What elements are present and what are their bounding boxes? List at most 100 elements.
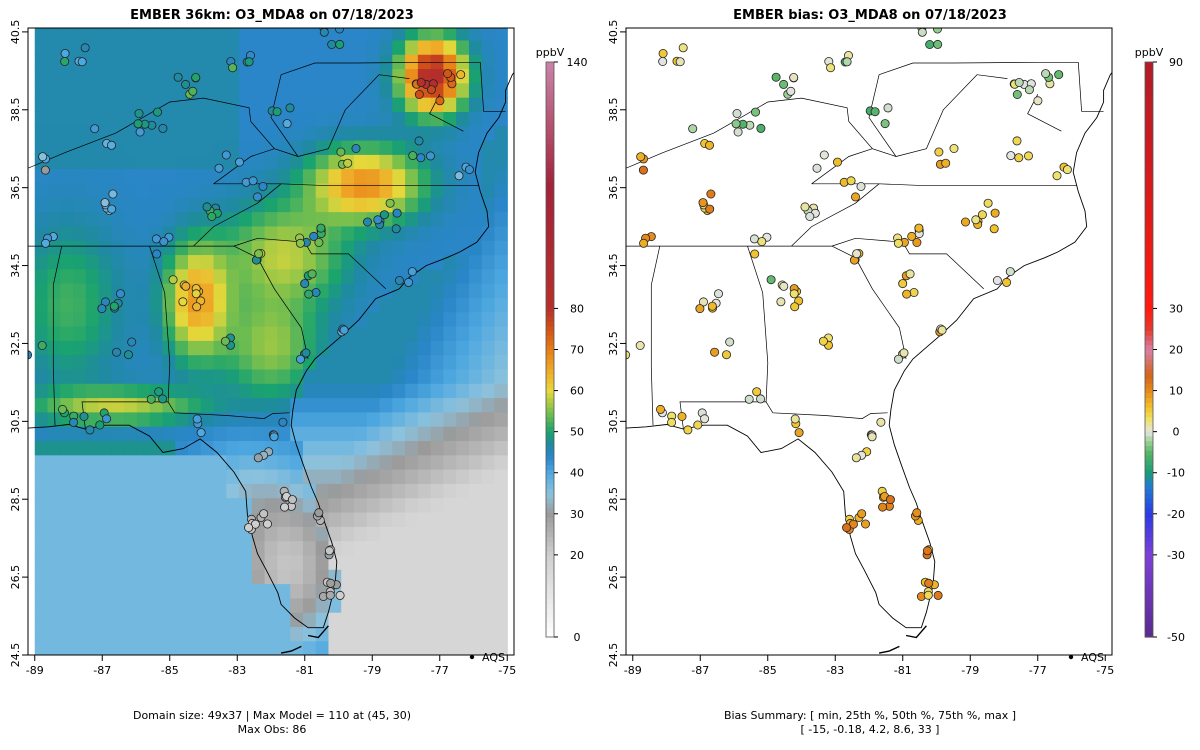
grid-cell: [392, 340, 406, 356]
colorbar-segment: [546, 71, 554, 77]
colorbar-segment: [1145, 268, 1153, 274]
grid-cell: [443, 325, 457, 341]
grid-cell: [354, 440, 368, 456]
grid-cell: [430, 297, 444, 313]
grid-cell: [277, 168, 291, 184]
grid-cell: [468, 254, 483, 270]
x-tick-label: -85: [759, 664, 777, 677]
grid-cell: [481, 268, 496, 284]
grid-cell: [239, 540, 253, 556]
grid-cell: [111, 254, 125, 270]
colorbar-segment: [1145, 277, 1153, 284]
grid-cell: [264, 28, 278, 41]
bias-point: [937, 325, 947, 335]
colorbar-segment: [546, 507, 554, 514]
bias-point: [819, 150, 829, 160]
grid-cell: [290, 540, 304, 556]
grid-cell: [213, 383, 227, 399]
grid-cell: [468, 28, 483, 41]
aqs-obs-point: [464, 165, 474, 175]
grid-cell: [328, 97, 342, 112]
grid-cell: [175, 540, 189, 556]
grid-cell: [47, 39, 61, 55]
grid-cell: [481, 526, 496, 542]
grid-cell: [456, 497, 470, 513]
grid-cell: [494, 368, 508, 384]
colorbar-segment: [1145, 560, 1153, 566]
aqs-obs-point: [269, 432, 279, 442]
grid-cell: [226, 311, 240, 327]
grid-cell: [136, 182, 151, 198]
grid-cell: [315, 597, 330, 613]
grid-cell: [264, 583, 278, 599]
grid-cell: [226, 68, 240, 84]
bias-point: [731, 119, 741, 129]
aqs-obs-point: [282, 119, 292, 129]
grid-cell: [73, 368, 87, 384]
grid-cell: [405, 354, 419, 370]
aqs-obs-point: [280, 502, 290, 512]
grid-cell: [443, 125, 457, 141]
grid-cell: [468, 583, 483, 599]
bias-point: [744, 394, 754, 404]
grid-cell: [290, 182, 304, 198]
colorbar-segment: [546, 430, 554, 437]
grid-cell: [328, 311, 342, 327]
grid-cell: [443, 182, 457, 198]
grid-cell: [315, 368, 330, 384]
grid-cell: [34, 97, 49, 112]
grid-cell: [379, 583, 393, 599]
grid-cell: [86, 11, 99, 26]
colorbar-segment: [546, 133, 554, 140]
grid-cell: [430, 640, 444, 655]
grid-cell: [379, 597, 393, 613]
grid-cell: [379, 383, 393, 399]
grid-cell: [417, 125, 432, 141]
grid-cell: [494, 225, 508, 241]
grid-cell: [264, 82, 278, 98]
grid-cell: [136, 39, 151, 55]
grid-cell: [277, 383, 291, 399]
grid-cell: [47, 483, 61, 499]
grid-cell: [47, 340, 61, 356]
grid-cell: [162, 440, 176, 456]
colorbar-segment: [546, 100, 554, 106]
grid-cell: [494, 268, 508, 284]
grid-cell: [443, 240, 457, 256]
grid-cell: [34, 268, 49, 284]
colorbar-segment: [1145, 608, 1153, 614]
grid-cell: [494, 197, 508, 213]
grid-cell: [366, 254, 381, 270]
colorbar-segment: [546, 440, 554, 446]
grid-cell: [187, 583, 202, 599]
grid-cell: [315, 612, 330, 627]
grid-cell: [481, 454, 496, 470]
grid-cell: [213, 283, 227, 298]
grid-cell: [175, 483, 189, 499]
colorbar-segment: [1145, 124, 1153, 130]
grid-cell: [73, 82, 87, 98]
aqs-obs-point: [191, 73, 201, 83]
grid-cell: [226, 111, 240, 127]
grid-cell: [315, 426, 330, 442]
grid-cell: [213, 111, 227, 127]
grid-cell: [85, 154, 100, 170]
grid-cell: [149, 139, 164, 155]
grid-cell: [392, 311, 406, 327]
grid-cell: [47, 469, 61, 484]
bias-point: [961, 217, 971, 227]
grid-cell: [341, 626, 355, 642]
grid-cell: [430, 39, 444, 55]
grid-cell: [430, 411, 444, 427]
grid-cell: [341, 554, 355, 570]
colorbar-segment: [1145, 186, 1153, 192]
grid-cell: [443, 397, 457, 413]
grid-cell: [494, 125, 508, 141]
grid-cell: [315, 640, 330, 655]
grid-cell: [379, 54, 393, 70]
grid-cell: [366, 354, 381, 370]
grid-cell: [98, 240, 112, 256]
colorbar-segment: [1145, 363, 1153, 370]
grid-cell: [136, 225, 151, 241]
grid-cell: [456, 197, 470, 213]
